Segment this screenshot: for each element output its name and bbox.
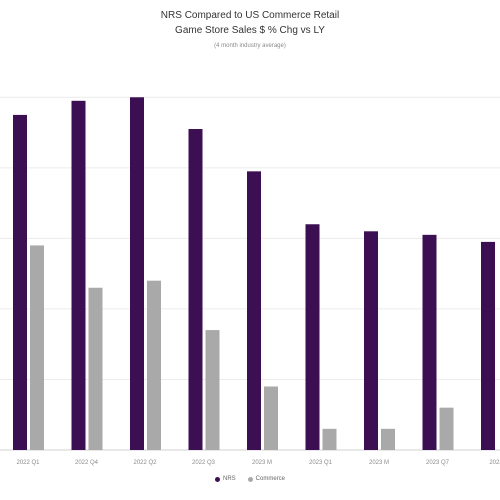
bar-commerce-4 [264,386,278,450]
chart-title-line-2: Game Store Sales $ % Chg vs LY [175,25,325,36]
bar-commerce-0 [30,245,44,450]
bar-commerce-2 [147,280,161,450]
bar-nrs-0 [13,114,27,450]
bar-nrs-8 [481,241,495,450]
bar-nrs-5 [305,224,320,450]
legend-swatch-nrs [214,476,220,482]
x-tick-label: 2022 Q4 [75,460,99,466]
bar-nrs-3 [188,129,203,450]
legend: NRS Commerce [0,476,500,482]
x-tick-label: 2022 Q1 [16,460,40,466]
chart-title-line-1: NRS Compared to US Commerce Retail [160,10,340,21]
legend-swatch-commerce [247,476,253,482]
legend-item-commerce: Commerce [247,476,285,482]
bar-commerce-5 [322,428,337,450]
x-tick-label: 2023 [489,460,500,466]
x-tick-label: 2023 Q1 [309,460,333,466]
chart-subtitle: (4 month industry average) [214,43,286,49]
x-tick-label: 2022 Q2 [133,460,157,466]
legend-label-nrs: NRS [222,476,236,482]
bar-nrs-6 [364,231,378,450]
x-tick-label: 2023 Q7 [426,460,450,466]
bar-nrs-1 [71,100,86,451]
x-tick-label: 2023 M [252,460,272,466]
bar-commerce-7 [439,407,454,450]
bar-nrs-2 [130,97,144,450]
bar-nrs-4 [247,171,261,450]
x-tick-label: 2022 Q3 [192,460,216,466]
bar-commerce-1 [88,287,103,450]
bar-commerce-6 [381,428,395,450]
bar-commerce-3 [205,330,220,450]
x-tick-label: 2023 M [369,460,389,466]
legend-item-nrs: NRS [214,476,236,482]
legend-label-commerce: Commerce [255,476,285,482]
bar-nrs-7 [422,234,437,450]
